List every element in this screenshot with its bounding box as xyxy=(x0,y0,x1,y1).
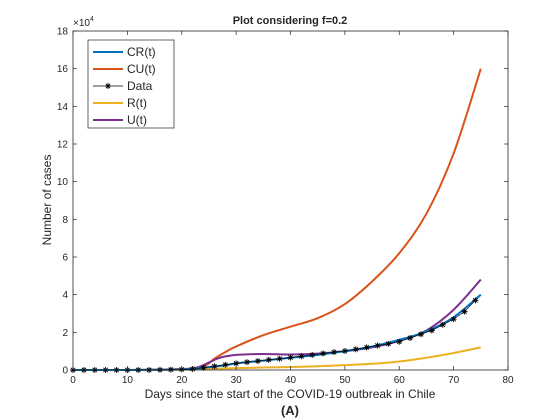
y-tick-label: 2 xyxy=(62,328,68,339)
data-point xyxy=(309,351,316,358)
panel-label: (A) xyxy=(281,403,299,418)
y-tick-label: 4 xyxy=(62,290,68,301)
data-point xyxy=(439,321,446,328)
y-tick-label: 0 xyxy=(62,366,68,377)
legend-label: R(t) xyxy=(127,96,147,110)
legend-item-ut: U(t) xyxy=(93,113,147,127)
y-axis: 0 2 4 6 8 10 12 14 16 18 xyxy=(57,27,508,377)
legend-box xyxy=(87,39,175,129)
legend-label: CU(t) xyxy=(127,62,156,76)
x-axis-label: Days since the start of the COVID-19 out… xyxy=(145,387,436,401)
data-point xyxy=(211,363,218,370)
x-tick-label: 30 xyxy=(231,375,243,386)
data-point xyxy=(222,361,229,368)
y-tick-label: 16 xyxy=(57,64,69,75)
data-point xyxy=(189,366,196,373)
legend-item-crt: CR(t) xyxy=(93,45,156,59)
y-tick-label: 8 xyxy=(62,215,68,226)
y-tick-label: 18 xyxy=(57,27,69,38)
x-tick-label: 50 xyxy=(339,375,351,386)
data-point xyxy=(341,347,348,354)
y-axis-label: Number of cases xyxy=(40,155,54,246)
data-point xyxy=(472,297,479,304)
data-point xyxy=(363,344,370,351)
x-tick-label: 20 xyxy=(176,375,188,386)
data-point xyxy=(407,334,414,341)
y-tick-label: 12 xyxy=(57,140,69,151)
legend-label: Data xyxy=(127,79,153,93)
data-point xyxy=(233,360,240,367)
data-point xyxy=(450,316,457,323)
legend: CR(t) CU(t) Data R(t) U(t) xyxy=(87,39,175,129)
data-point xyxy=(265,356,272,363)
data-point xyxy=(276,355,283,362)
legend-item-cut: CU(t) xyxy=(93,62,156,76)
y-exponent-power: 4 xyxy=(90,16,94,23)
legend-label: CR(t) xyxy=(127,45,156,59)
y-tick-label: 6 xyxy=(62,253,68,264)
legend-marker xyxy=(105,83,111,89)
y-tick-label: 10 xyxy=(57,177,69,188)
x-tick-label: 0 xyxy=(70,375,76,386)
data-point xyxy=(320,350,327,357)
legend-item-rt: R(t) xyxy=(93,96,147,110)
data-point xyxy=(331,349,337,356)
data-point xyxy=(418,331,424,338)
x-tick-label: 10 xyxy=(122,375,134,386)
x-tick-label: 70 xyxy=(448,375,460,386)
data-point xyxy=(385,340,392,347)
data-point xyxy=(461,308,468,315)
x-axis: 0 10 20 30 40 50 60 70 80 xyxy=(70,31,514,386)
data-point xyxy=(428,327,435,334)
legend-item-data: Data xyxy=(93,79,153,93)
data-point xyxy=(287,354,294,361)
chart-title: Plot considering f=0.2 xyxy=(233,15,348,27)
y-exponent-base: ×10 xyxy=(73,18,90,29)
data-point xyxy=(374,342,381,349)
data-point xyxy=(396,338,403,345)
legend-label: U(t) xyxy=(127,113,147,127)
data-point xyxy=(254,357,261,364)
data-point xyxy=(298,353,305,360)
y-tick-label: 14 xyxy=(57,102,69,113)
x-tick-label: 60 xyxy=(394,375,406,386)
x-tick-label: 40 xyxy=(285,375,297,386)
data-point xyxy=(352,346,359,353)
data-point xyxy=(244,359,250,366)
x-tick-label: 80 xyxy=(502,375,514,386)
y-exponent-label: ×104 xyxy=(73,16,94,29)
data-point xyxy=(200,364,207,371)
